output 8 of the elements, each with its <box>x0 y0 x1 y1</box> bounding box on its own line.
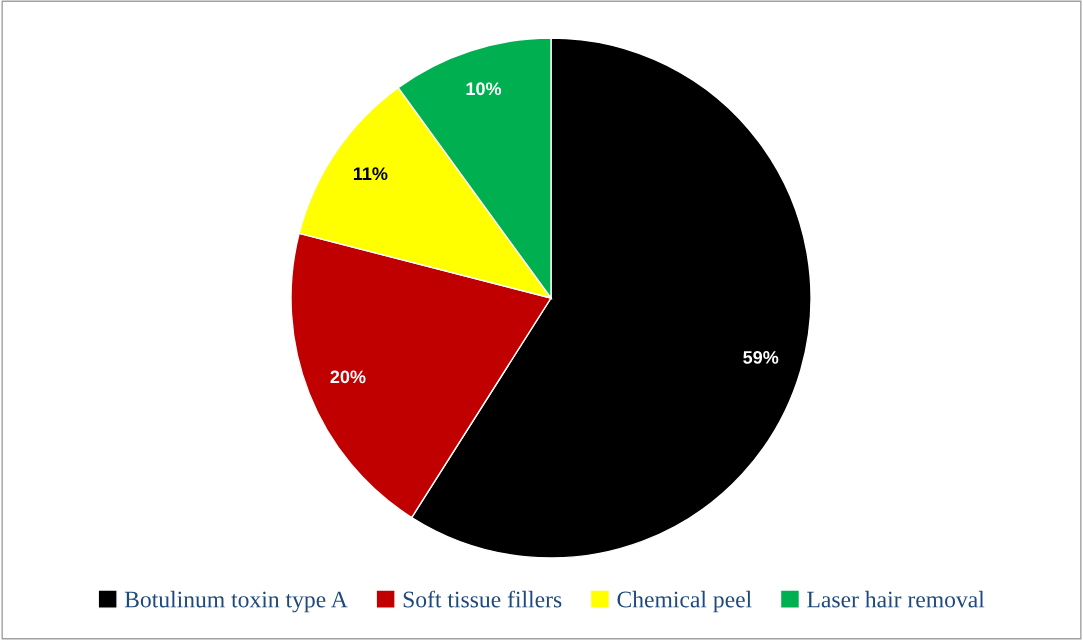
data-label: 20% <box>330 370 366 384</box>
data-label: 59% <box>743 350 779 364</box>
legend-label: Soft tissue fillers <box>403 590 562 608</box>
data-label: 10% <box>466 82 502 96</box>
data-label: 11% <box>353 167 388 181</box>
legend-label: Botulinum toxin type A <box>124 590 348 613</box>
legend-label: Laser hair removal <box>807 590 985 608</box>
legend-label: Chemical peel <box>617 590 752 613</box>
